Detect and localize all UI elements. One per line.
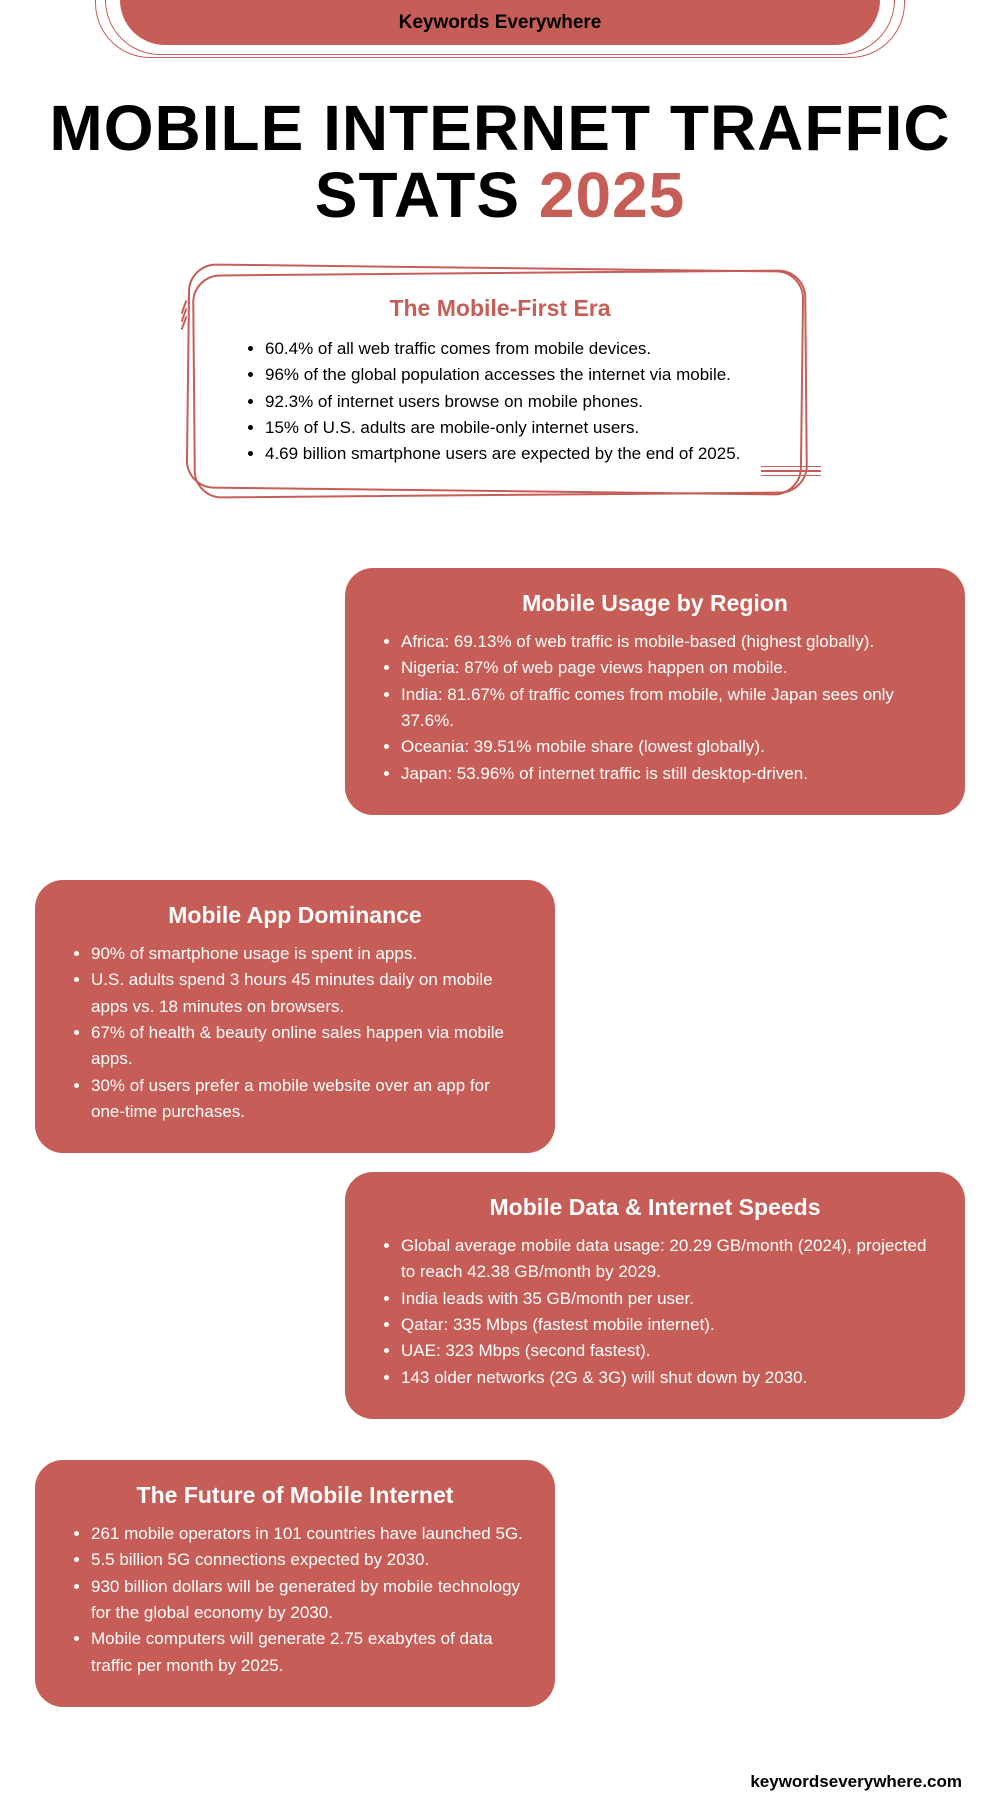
list-item: U.S. adults spend 3 hours 45 minutes dai… bbox=[91, 967, 525, 1020]
list-item: 930 billion dollars will be generated by… bbox=[91, 1574, 525, 1627]
list-item: Oceania: 39.51% mobile share (lowest glo… bbox=[401, 734, 935, 760]
list-item: 30% of users prefer a mobile website ove… bbox=[91, 1073, 525, 1126]
list-item: 5.5 billion 5G connections expected by 2… bbox=[91, 1547, 525, 1573]
section-list: Global average mobile data usage: 20.29 … bbox=[375, 1233, 935, 1391]
section-title: The Future of Mobile Internet bbox=[65, 1482, 525, 1509]
list-item: Mobile computers will generate 2.75 exab… bbox=[91, 1626, 525, 1679]
list-item: 90% of smartphone usage is spent in apps… bbox=[91, 941, 525, 967]
list-item: UAE: 323 Mbps (second fastest). bbox=[401, 1338, 935, 1364]
section-region: Mobile Usage by Region Africa: 69.13% of… bbox=[345, 568, 965, 815]
sketch-accent bbox=[761, 463, 821, 483]
section-title: Mobile App Dominance bbox=[65, 902, 525, 929]
section-list: 261 mobile operators in 101 countries ha… bbox=[65, 1521, 525, 1679]
list-item: 143 older networks (2G & 3G) will shut d… bbox=[401, 1365, 935, 1391]
list-item: Qatar: 335 Mbps (fastest mobile internet… bbox=[401, 1312, 935, 1338]
sketch-border bbox=[186, 263, 805, 495]
footer-url: keywordseverywhere.com bbox=[750, 1772, 962, 1792]
banner-outline bbox=[95, 0, 905, 58]
sketch-accent bbox=[177, 300, 191, 380]
section-data-speeds: Mobile Data & Internet Speeds Global ave… bbox=[345, 1172, 965, 1419]
page-title: MOBILE INTERNET TRAFFIC STATS 2025 bbox=[0, 95, 1000, 229]
title-year: 2025 bbox=[539, 159, 685, 231]
section-title: Mobile Data & Internet Speeds bbox=[375, 1194, 935, 1221]
list-item: India: 81.67% of traffic comes from mobi… bbox=[401, 682, 935, 735]
list-item: 261 mobile operators in 101 countries ha… bbox=[91, 1521, 525, 1547]
section-app-dominance: Mobile App Dominance 90% of smartphone u… bbox=[35, 880, 555, 1153]
section-title: Mobile Usage by Region bbox=[375, 590, 935, 617]
section-mobile-first-era: The Mobile-First Era 60.4% of all web tr… bbox=[185, 270, 815, 498]
list-item: Japan: 53.96% of internet traffic is sti… bbox=[401, 761, 935, 787]
list-item: 67% of health & beauty online sales happ… bbox=[91, 1020, 525, 1073]
list-item: Nigeria: 87% of web page views happen on… bbox=[401, 655, 935, 681]
title-main: MOBILE INTERNET TRAFFIC STATS bbox=[49, 92, 950, 231]
list-item: India leads with 35 GB/month per user. bbox=[401, 1286, 935, 1312]
list-item: Africa: 69.13% of web traffic is mobile-… bbox=[401, 629, 935, 655]
section-list: 90% of smartphone usage is spent in apps… bbox=[65, 941, 525, 1125]
section-future: The Future of Mobile Internet 261 mobile… bbox=[35, 1460, 555, 1707]
list-item: Global average mobile data usage: 20.29 … bbox=[401, 1233, 935, 1286]
top-banner: Keywords Everywhere bbox=[90, 0, 910, 60]
section-list: Africa: 69.13% of web traffic is mobile-… bbox=[375, 629, 935, 787]
